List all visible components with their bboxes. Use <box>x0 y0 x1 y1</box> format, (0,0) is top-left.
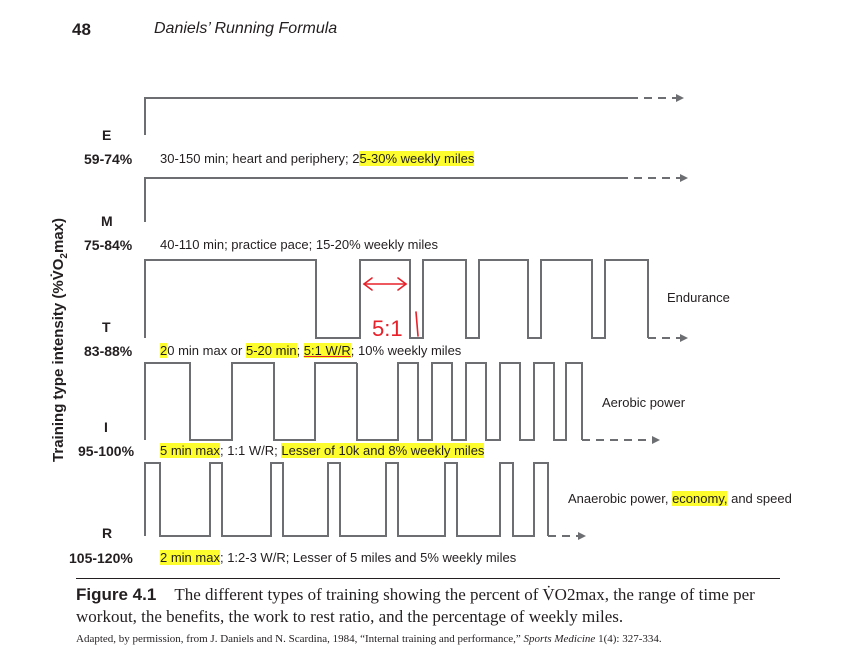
desc-part: ; 1:2-3 W/R; Lesser of 5 miles and 5% we… <box>219 550 517 565</box>
tier-letter-i: I <box>104 419 108 435</box>
desc-part-highlighted: 2 <box>160 343 168 358</box>
tier-letter-t: T <box>102 319 111 335</box>
figure-caption: Figure 4.1 The different types of trainin… <box>76 584 796 628</box>
tier-desc-e: 30-150 min; heart and periphery; 25-30% … <box>160 151 475 166</box>
desc-part-highlighted: Lesser of 10k and 8% weekly miles <box>281 443 485 458</box>
desc-part-highlighted: 5:1 W/R <box>303 343 351 358</box>
benefit-i: Aerobic power <box>602 395 686 410</box>
tier-desc-r: 2 min max; 1:2-3 W/R; Lesser of 5 miles … <box>160 550 516 565</box>
desc-part-highlighted: 5 min max <box>160 443 220 458</box>
waveform-r <box>144 462 549 537</box>
arrowhead-e <box>676 94 684 102</box>
benefit-r: Anaerobic power, economy, and speed <box>568 491 792 506</box>
waveform-m <box>144 177 620 222</box>
pen-arrow-left-head <box>362 277 373 291</box>
desc-part: 40-110 min; practice pace; 15-20% weekly… <box>160 237 438 252</box>
figure-credit: Adapted, by permission, from J. Daniels … <box>76 633 662 645</box>
tier-desc-t: 20 min max or 5-20 min; 5:1 W/R; 10% wee… <box>160 343 461 358</box>
desc-part-highlighted: 2 min max <box>160 550 220 565</box>
arrowhead-t <box>680 334 688 342</box>
arrowhead-i <box>652 436 660 444</box>
tier-letter-m: M <box>101 213 113 229</box>
desc-part-highlighted: 5-20 min <box>245 343 297 358</box>
desc-part: 0 min max or <box>167 343 246 358</box>
caption-label: Figure 4.1 <box>76 585 157 604</box>
tier-letter-r: R <box>102 525 113 541</box>
pen-tick-mark <box>415 311 419 337</box>
desc-part: ; 10% weekly miles <box>350 343 462 358</box>
pen-ratio-note: 5:1 <box>372 316 403 341</box>
tier-desc-i: 5 min max; 1:1 W/R; Lesser of 10k and 8%… <box>160 443 485 458</box>
desc-part: 30-150 min; heart and periphery; 2 <box>160 151 360 166</box>
waveform-t <box>144 259 649 339</box>
tier-letter-e: E <box>102 127 112 143</box>
credit-prefix: Adapted, by permission, from J. Daniels … <box>76 633 524 645</box>
arrowhead-m <box>680 174 688 182</box>
benefit-t: Endurance <box>667 290 730 305</box>
arrowhead-r <box>578 532 586 540</box>
tier-pct-t: 83-88% <box>84 343 133 359</box>
waveform-i-continued <box>356 362 583 441</box>
benefit-part: and speed <box>727 491 792 506</box>
credit-suffix: 1(4): 327-334. <box>595 633 662 645</box>
waveform-e <box>144 97 630 135</box>
tier-pct-r: 105-120% <box>69 550 133 566</box>
tier-pct-e: 59-74% <box>84 151 133 167</box>
caption-text: The different types of training showing … <box>76 585 755 626</box>
desc-part: ; <box>296 343 304 358</box>
benefit-part-highlighted: economy, <box>672 491 728 506</box>
benefit-part: Anaerobic power, <box>568 491 673 506</box>
desc-part: ; 1:1 W/R; <box>219 443 282 458</box>
credit-journal: Sports Medicine <box>523 633 596 645</box>
waveform-i <box>144 362 357 441</box>
pen-arrow-right-head <box>397 277 408 291</box>
tier-pct-i: 95-100% <box>78 443 135 459</box>
tier-pct-m: 75-84% <box>84 237 133 253</box>
desc-part-highlighted: 5-30% weekly miles <box>359 151 475 166</box>
tier-desc-m: 40-110 min; practice pace; 15-20% weekly… <box>160 237 438 252</box>
page-number: 48 <box>72 20 91 39</box>
running-head: Daniels’ Running Formula <box>154 20 338 37</box>
caption-rule <box>76 578 780 579</box>
